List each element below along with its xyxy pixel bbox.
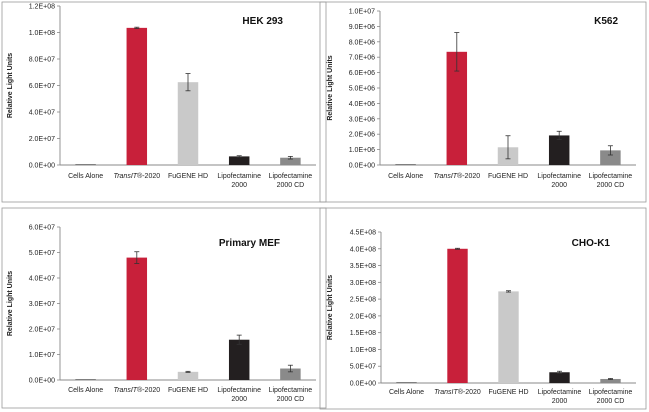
primary-mef-x-tick-label-4-line2: 2000 [231, 396, 247, 403]
k562-x-tick-label-5-line2: 2000 CD [597, 182, 625, 189]
k562-x-tick-label-4-line2: 2000 [551, 182, 567, 189]
hek293-bar-4 [228, 156, 250, 165]
k562-x-tick-label-1: Cells Alone [388, 173, 423, 180]
hek293-y-tick-label: 2.0E+07 [29, 136, 55, 143]
k562-y-tick-label: 1.0E+07 [349, 9, 375, 16]
hek293-x-tick-label-4-line2: 2000 [231, 182, 247, 189]
cho-k1-y-tick-label: 4.5E+08 [350, 230, 376, 237]
cho-k1-y-tick-label: 2.5E+08 [350, 297, 376, 304]
primary-mef-x-tick-label-4: Lipofectamine [217, 387, 261, 394]
hek293-y-tick-label: 8.0E+07 [29, 57, 55, 64]
cho-k1-y-tick-label: 4.0E+08 [350, 246, 376, 253]
k562-y-tick-label: 3.0E+06 [349, 116, 375, 123]
primary-mef-bar-2 [126, 257, 148, 380]
primary-mef-y-tick-label: 4.0E+07 [29, 276, 55, 283]
primary-mef-y-tick-label: 1.0E+07 [29, 352, 55, 359]
primary-mef-y-tick-label: 3.0E+07 [29, 301, 55, 308]
hek293-x-tick-label-1: Cells Alone [68, 173, 103, 180]
k562-x-tick-label-3: FuGENE HD [488, 173, 528, 180]
chart-cho-k1: 0.0E+00 5.0E+07 1.0E+08 1.5E+08 2.0E+08 2.5E+… [318, 206, 649, 412]
primary-mef-bar-4 [228, 339, 250, 380]
hek293-x-tick-label-3: FuGENE HD [168, 173, 208, 180]
hek293-frame [1, 1, 327, 203]
cho-k1-chart-title: CHO-K1 [572, 238, 611, 249]
k562-x-tick-label-2: TransIT®-2020 [433, 172, 480, 180]
cho-k1-x-tick-label-3: FuGENE HD [488, 389, 528, 396]
cho-k1-y-tick-label: 5.0E+07 [350, 364, 376, 371]
primary-mef-y-tick-label: 5.0E+07 [29, 250, 55, 257]
k562-y-tick-label: 0.0E+00 [349, 163, 375, 170]
primary-mef-y-axis-label: Relative Light Units [7, 271, 14, 336]
cho-k1-y-tick-label: 3.5E+08 [350, 263, 376, 270]
chart-hek293-svg: 0.0E+00 2.0E+07 4.0E+07 6.0E+07 8.0E+07 1.0E+… [1, 1, 327, 203]
cho-k1-x-tick-label-5-line2: 2000 CD [597, 398, 625, 405]
k562-y-tick-label: 6.0E+06 [349, 70, 375, 77]
hek293-x-tick-label-5: Lipofectamine [269, 173, 313, 180]
primary-mef-x-tick-label-5-line2: 2000 CD [277, 396, 305, 403]
primary-mef-frame [1, 207, 327, 409]
cho-k1-x-tick-label-2: TransIT®-2020 [434, 388, 481, 396]
k562-x-tick-label-4: Lipofectamine [537, 173, 581, 180]
k562-bar-5 [600, 150, 621, 165]
hek293-chart-title: HEK 293 [242, 16, 283, 27]
hek293-bar-2 [126, 27, 148, 165]
chart-k562: 0.0E+00 1.0E+06 2.0E+06 3.0E+06 4.0E+06 5.0E+… [318, 0, 649, 204]
cho-k1-frame [319, 207, 647, 410]
primary-mef-x-tick-label-3: FuGENE HD [168, 387, 208, 394]
primary-mef-x-tick-label-5: Lipofectamine [269, 387, 313, 394]
k562-y-tick-label: 1.0E+06 [349, 147, 375, 154]
cho-k1-y-tick-label: 0.0E+00 [350, 381, 376, 388]
k562-y-axis-label: Relative Light Units [327, 55, 334, 120]
cho-k1-bar-5 [600, 378, 621, 383]
cho-k1-y-tick-label: 1.0E+08 [350, 347, 376, 354]
primary-mef-x-tick-label-1: Cells Alone [68, 387, 103, 394]
cho-k1-y-axis-label: Relative Light Units [327, 275, 334, 340]
hek293-y-axis-label: Relative Light Units [7, 53, 14, 118]
k562-bar-4 [548, 135, 570, 165]
k562-frame [319, 1, 647, 203]
chart-primary-mef: 0.0E+00 1.0E+07 2.0E+07 3.0E+07 4.0E+07 5.0E+… [0, 206, 330, 412]
hek293-bar-5 [280, 157, 301, 165]
primary-mef-bar-5 [280, 368, 301, 380]
hek293-x-tick-label-5-line2: 2000 CD [277, 182, 305, 189]
primary-mef-x-tick-label-2: TransIT®-2020 [113, 386, 160, 394]
chart-hek293: 0.0E+00 2.0E+07 4.0E+07 6.0E+07 8.0E+07 1.0E+… [0, 0, 330, 204]
cho-k1-x-tick-label-5: Lipofectamine [589, 389, 633, 396]
hek293-x-tick-label-4: Lipofectamine [217, 173, 261, 180]
hek293-y-tick-label: 1.0E+08 [29, 30, 55, 37]
k562-y-tick-label: 5.0E+06 [349, 86, 375, 93]
k562-y-tick-label: 2.0E+06 [349, 132, 375, 139]
k562-y-tick-label: 4.0E+06 [349, 101, 375, 108]
primary-mef-y-tick-label: 2.0E+07 [29, 327, 55, 334]
k562-x-tick-label-5: Lipofectamine [589, 173, 633, 180]
hek293-x-tick-label-2: TransIT®-2020 [113, 172, 160, 180]
chart-primary-mef-svg: 0.0E+00 1.0E+07 2.0E+07 3.0E+07 4.0E+07 5.0E+… [1, 207, 327, 409]
cho-k1-y-tick-label: 2.0E+08 [350, 313, 376, 320]
cho-k1-x-tick-label-1: Cells Alone [389, 389, 424, 396]
k562-y-tick-label: 8.0E+06 [349, 39, 375, 46]
cho-k1-bar-3 [498, 291, 519, 383]
cho-k1-bar-2 [447, 248, 468, 383]
cho-k1-y-tick-label: 1.5E+08 [350, 330, 376, 337]
primary-mef-y-tick-label: 6.0E+07 [29, 225, 55, 232]
hek293-y-tick-label: 4.0E+07 [29, 110, 55, 117]
cho-k1-y-tick-label: 3.0E+08 [350, 280, 376, 287]
primary-mef-bar-3 [177, 371, 199, 380]
hek293-bar-3 [177, 82, 199, 165]
chart-cho-k1-svg: 0.0E+00 5.0E+07 1.0E+08 1.5E+08 2.0E+08 2.5E+… [319, 207, 647, 410]
hek293-y-tick-label: 1.2E+08 [29, 4, 55, 11]
k562-chart-title: K562 [594, 16, 618, 27]
primary-mef-y-tick-label: 0.0E+00 [29, 378, 55, 385]
cho-k1-bar-4 [549, 372, 570, 383]
k562-y-tick-label: 9.0E+06 [349, 24, 375, 31]
hek293-y-tick-label: 6.0E+07 [29, 83, 55, 90]
cho-k1-x-tick-label-4-line2: 2000 [552, 398, 568, 405]
k562-bar-2 [446, 51, 468, 166]
chart-k562-svg: 0.0E+00 1.0E+06 2.0E+06 3.0E+06 4.0E+06 5.0E+… [319, 1, 647, 203]
hek293-y-tick-label: 0.0E+00 [29, 163, 55, 170]
cho-k1-x-tick-label-4: Lipofectamine [538, 389, 582, 396]
k562-y-tick-label: 7.0E+06 [349, 55, 375, 62]
primary-mef-chart-title: Primary MEF [219, 238, 280, 249]
